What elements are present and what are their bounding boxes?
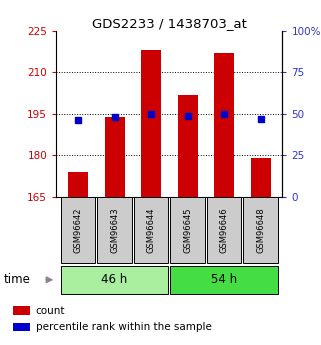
Title: GDS2233 / 1438703_at: GDS2233 / 1438703_at xyxy=(92,17,247,30)
Text: 54 h: 54 h xyxy=(211,273,237,286)
Bar xyxy=(141,50,161,197)
Bar xyxy=(105,117,125,197)
Text: time: time xyxy=(3,273,30,286)
Bar xyxy=(251,158,271,197)
Text: count: count xyxy=(36,306,65,315)
Bar xyxy=(170,266,278,294)
Bar xyxy=(207,197,241,263)
Bar xyxy=(178,95,198,197)
Text: GSM96646: GSM96646 xyxy=(220,207,229,253)
Text: GSM96648: GSM96648 xyxy=(256,207,265,253)
Text: percentile rank within the sample: percentile rank within the sample xyxy=(36,322,212,332)
Text: GSM96643: GSM96643 xyxy=(110,207,119,253)
Bar xyxy=(243,197,278,263)
Bar xyxy=(61,266,169,294)
Bar xyxy=(214,53,234,197)
Bar xyxy=(61,197,95,263)
Bar xyxy=(68,172,88,197)
Text: GSM96645: GSM96645 xyxy=(183,208,192,253)
Bar xyxy=(134,197,169,263)
Bar xyxy=(13,323,30,331)
Bar xyxy=(13,306,30,315)
Text: GSM96644: GSM96644 xyxy=(147,208,156,253)
Text: GSM96642: GSM96642 xyxy=(74,208,82,253)
Bar xyxy=(97,197,132,263)
Text: 46 h: 46 h xyxy=(101,273,128,286)
Bar xyxy=(170,197,205,263)
